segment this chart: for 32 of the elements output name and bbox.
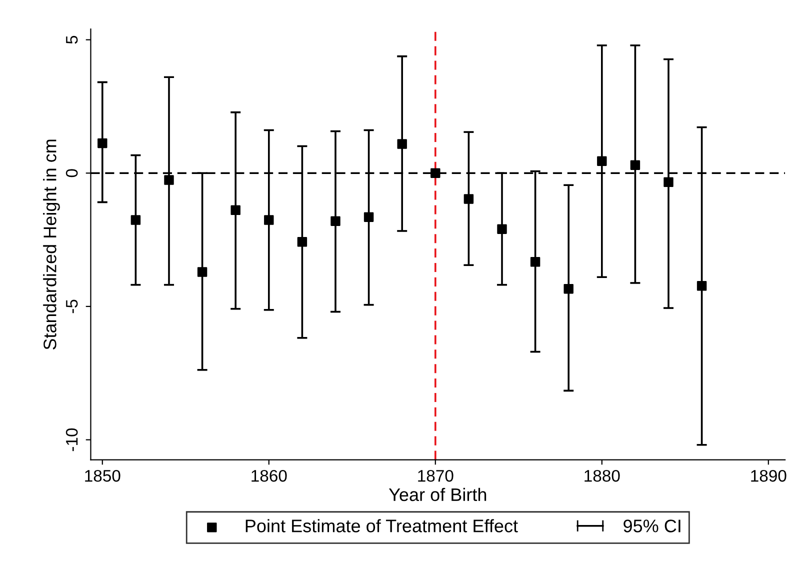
text: 95% CI [624, 520, 680, 532]
y-axis-title: Standardized Height in cm [43, 140, 60, 350]
point [530, 257, 540, 267]
point [664, 177, 674, 188]
y-tick-label: -5 [66, 300, 78, 314]
point [497, 224, 507, 234]
point [130, 215, 141, 225]
point [230, 205, 240, 216]
point [297, 237, 308, 247]
x-tick-label: 1880 [584, 470, 620, 482]
y-tick-label: 5 [66, 36, 78, 44]
x-tick-label: 1890 [751, 470, 786, 482]
point [98, 138, 108, 148]
point [630, 160, 640, 170]
x-tick-label: 1850 [85, 470, 120, 482]
point [397, 139, 407, 149]
point [164, 175, 174, 185]
x-axis-title: Year of Birth [388, 488, 486, 502]
point [464, 194, 474, 204]
point [597, 156, 607, 166]
point [564, 284, 574, 294]
point [330, 216, 340, 226]
x-tick-label: 1860 [252, 470, 287, 482]
x-tick-label: 1870 [418, 470, 454, 482]
point [197, 267, 208, 277]
y-tick-label: -10 [66, 428, 78, 452]
legend-label: Point Estimate of Treatment Effect [246, 519, 518, 532]
point [430, 168, 440, 178]
point [364, 212, 374, 222]
y-tick-label: 0 [66, 169, 78, 178]
point [264, 215, 274, 225]
point [696, 281, 707, 291]
